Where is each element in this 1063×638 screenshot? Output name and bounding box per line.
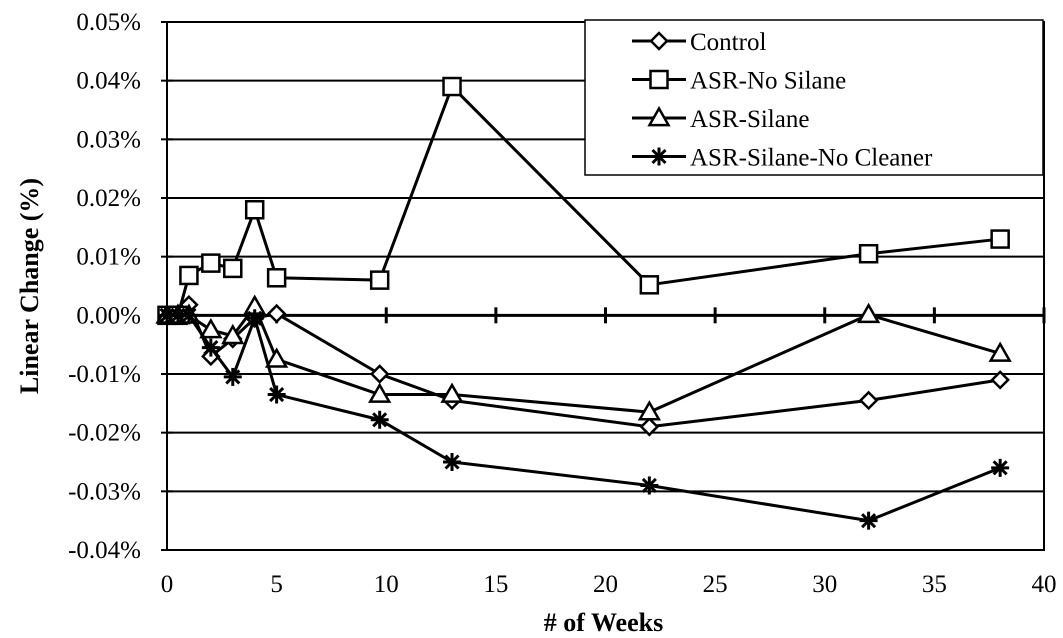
y-tick-label: 0.02% <box>76 185 141 212</box>
square-marker <box>858 243 879 264</box>
x-tick-label: 40 <box>1032 571 1057 598</box>
series-asr-silane-no-cleaner <box>158 306 1010 530</box>
x-tick-label: 30 <box>812 571 837 598</box>
x-axis-title: # of Weeks <box>544 608 663 637</box>
square-marker <box>244 199 265 220</box>
triangle-marker <box>368 382 392 403</box>
square-marker <box>639 275 660 295</box>
y-tick-label: -0.03% <box>68 478 141 505</box>
square-marker <box>266 268 287 288</box>
y-tick-label: -0.04% <box>68 537 141 564</box>
x-tick-label: 15 <box>483 571 508 598</box>
legend-label: ASR-Silane-No Cleaner <box>690 145 933 172</box>
x-tick-label: 5 <box>270 571 283 598</box>
diamond-marker <box>649 31 669 51</box>
diamond-marker <box>858 390 879 411</box>
series-layer <box>155 76 1012 530</box>
y-tick-label: 0.01% <box>76 244 141 271</box>
diamond-marker <box>639 417 660 437</box>
triangle-marker <box>264 347 289 368</box>
legend-label: ASR-Silane <box>690 106 809 133</box>
legend-label: Control <box>690 29 766 56</box>
triangle-marker <box>647 105 671 127</box>
square-marker <box>442 76 462 97</box>
x-tick-label: 35 <box>922 571 947 598</box>
asterisk-marker <box>650 147 668 166</box>
y-tick-label: 0.04% <box>76 68 141 95</box>
y-axis-title: Linear Change (%) <box>15 178 44 394</box>
x-tick-label: 0 <box>161 571 174 598</box>
square-marker <box>649 69 669 90</box>
triangle-marker <box>221 323 245 345</box>
square-marker <box>990 229 1010 249</box>
legend-item: ASR-Silane <box>632 105 809 133</box>
triangle-marker <box>856 302 881 324</box>
x-tick-labels: 0 5 10 15 20 25 30 35 40 <box>161 571 1057 598</box>
triangle-marker <box>988 341 1012 362</box>
legend-label: ASR-No Silane <box>690 68 846 95</box>
asterisk-marker <box>640 476 659 495</box>
triangle-marker <box>199 317 223 339</box>
x-tick-label: 10 <box>374 571 399 598</box>
asterisk-marker <box>443 453 462 471</box>
asterisk-marker <box>267 385 286 404</box>
triangle-marker <box>440 382 464 403</box>
diamond-marker <box>990 370 1010 390</box>
legend-item: ASR-No Silane <box>632 68 846 95</box>
asterisk-marker <box>245 309 264 328</box>
legend: Control ASR-No Silane ASR-Silane ASR-Silane… <box>584 19 1044 176</box>
y-tick-label: -0.02% <box>68 420 141 447</box>
x-tick-label: 20 <box>593 571 618 598</box>
diamond-marker <box>369 364 390 384</box>
legend-item: ASR-Silane-No Cleaner <box>632 145 933 172</box>
square-marker <box>223 258 243 279</box>
x-tick-label: 25 <box>703 571 728 598</box>
square-marker <box>179 265 199 286</box>
square-marker <box>201 253 221 273</box>
legend-item: Control <box>632 29 766 56</box>
asterisk-marker <box>168 306 187 325</box>
asterisk-marker <box>201 338 220 357</box>
asterisk-marker <box>370 410 389 429</box>
asterisk-marker <box>991 458 1010 477</box>
diamond-marker <box>266 303 287 324</box>
y-tick-label: 0.03% <box>76 126 141 153</box>
y-tick-labels: -0.04% -0.03% -0.02% -0.01% 0.00% 0.01% 0.02% 0… <box>68 9 141 564</box>
asterisk-marker <box>859 511 878 530</box>
asterisk-marker <box>223 367 242 386</box>
y-tick-label: 0.00% <box>76 302 141 329</box>
square-marker <box>369 270 390 290</box>
y-tick-label: -0.01% <box>68 361 141 388</box>
asterisk-marker <box>179 306 198 325</box>
triangle-marker <box>637 400 662 421</box>
y-tick-label: 0.05% <box>76 9 141 36</box>
